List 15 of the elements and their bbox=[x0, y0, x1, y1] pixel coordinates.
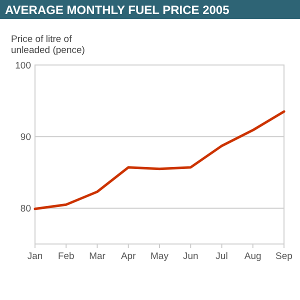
x-tick-label: Mar bbox=[89, 251, 106, 262]
x-tick-label: May bbox=[150, 251, 169, 262]
y-tick-label: 80 bbox=[20, 204, 31, 215]
x-tick-label: Feb bbox=[58, 251, 74, 262]
y-tick-label: 100 bbox=[15, 60, 31, 72]
y-tick-label: 90 bbox=[20, 132, 31, 143]
y-axis-title: Price of litre of unleaded (pence) bbox=[11, 34, 85, 56]
chart-title: AVERAGE MONTHLY FUEL PRICE 2005 bbox=[5, 3, 230, 17]
x-tick-label: Sep bbox=[276, 251, 292, 262]
x-tick-label: Jan bbox=[27, 251, 43, 262]
x-tick-label: Aug bbox=[244, 251, 262, 262]
x-tick-label: Jul bbox=[216, 251, 228, 262]
line-series bbox=[34, 110, 286, 210]
x-tick-label: Jun bbox=[182, 251, 198, 262]
x-tick-label: Apr bbox=[120, 251, 136, 262]
